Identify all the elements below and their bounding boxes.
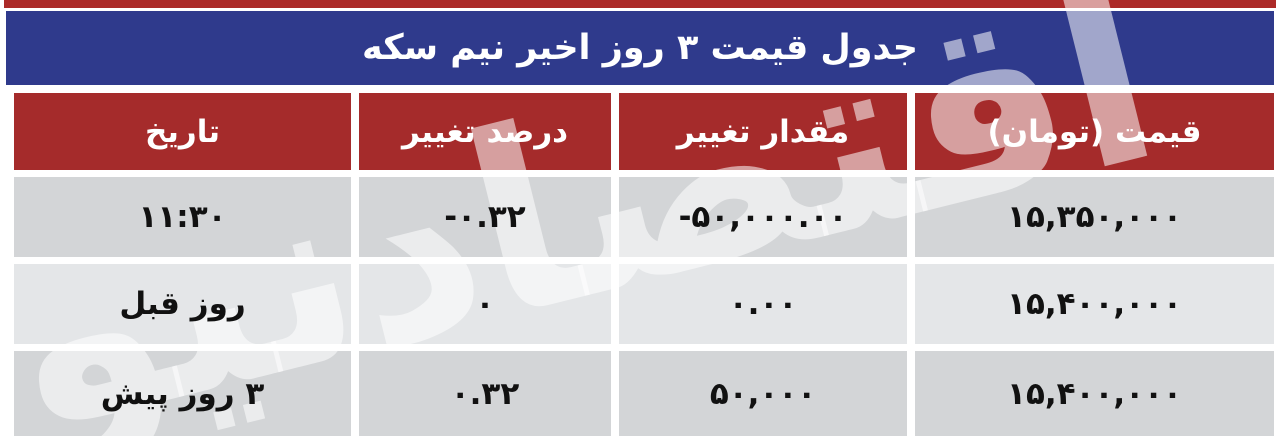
table-cell-change-percent-row3: ۰.۳۲ — [359, 351, 611, 436]
table-cell-price-row1: ۱۵,۳۵۰,۰۰۰ — [915, 177, 1274, 257]
table-cell-change-percent-row2: ۰ — [359, 264, 611, 344]
price-table: قیمت (تومان) مقدار تغییر درصد تغییر تاری… — [6, 93, 1274, 436]
top-accent-strip — [4, 0, 1276, 8]
column-header-date: تاریخ — [14, 93, 351, 170]
table-cell-change-percent-row1: -۰.۳۲ — [359, 177, 611, 257]
column-header-change-percent: درصد تغییر — [359, 93, 611, 170]
column-header-change-amount: مقدار تغییر — [619, 93, 907, 170]
table-cell-date-row2: روز قبل — [14, 264, 351, 344]
table-cell-price-row2: ۱۵,۴۰۰,۰۰۰ — [915, 264, 1274, 344]
table-cell-date-row3: ۳ روز پیش — [14, 351, 351, 436]
table-cell-date-row1: ۱۱:۳۰ — [14, 177, 351, 257]
table-title-bar: جدول قیمت ۳ روز اخیر نیم سکه — [6, 11, 1274, 85]
table-cell-change-amount-row2: ۰.۰۰ — [619, 264, 907, 344]
table-cell-change-amount-row3: ۵۰,۰۰۰ — [619, 351, 907, 436]
table-cell-price-row3: ۱۵,۴۰۰,۰۰۰ — [915, 351, 1274, 436]
column-header-price: قیمت (تومان) — [915, 93, 1274, 170]
table-title: جدول قیمت ۳ روز اخیر نیم سکه — [362, 28, 918, 68]
table-cell-change-amount-row1: -۵۰,۰۰۰.۰۰ — [619, 177, 907, 257]
